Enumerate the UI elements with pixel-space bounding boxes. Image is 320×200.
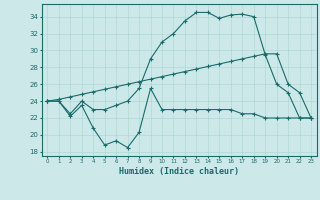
X-axis label: Humidex (Indice chaleur): Humidex (Indice chaleur) (119, 167, 239, 176)
